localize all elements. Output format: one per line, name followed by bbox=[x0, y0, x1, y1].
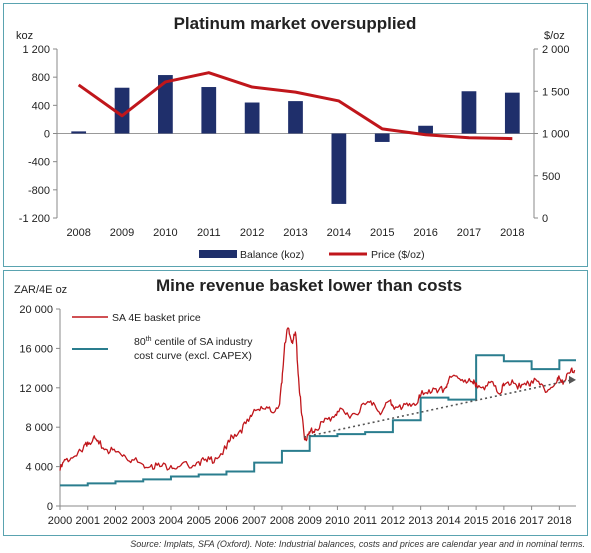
balance-bar bbox=[201, 87, 217, 134]
balance-bar bbox=[504, 92, 520, 134]
x-tick-label: 2016 bbox=[492, 515, 516, 527]
balance-bar bbox=[461, 91, 477, 134]
left-axis-unit: koz bbox=[16, 30, 33, 42]
right-tick-label: 2 000 bbox=[542, 44, 570, 56]
legend-label-price: Price ($/oz) bbox=[371, 249, 425, 261]
y-axis-label: ZAR/4E oz bbox=[14, 284, 67, 296]
x-tick-label: 2004 bbox=[159, 515, 183, 527]
y-tick-label: 4 000 bbox=[25, 462, 53, 474]
x-tick-label: 2018 bbox=[547, 515, 571, 527]
legend: Balance (koz) Price ($/oz) bbox=[199, 249, 425, 261]
legend-label-cost-line1: 80th centile of SA industry bbox=[134, 336, 253, 348]
y-tick-label: 20 000 bbox=[19, 304, 53, 316]
legend-swatch-balance bbox=[199, 250, 237, 258]
left-tick-label: -800 bbox=[28, 185, 50, 197]
x-tick-label: 2010 bbox=[153, 227, 177, 239]
x-tick-label: 2017 bbox=[457, 227, 481, 239]
right-tick-label: 0 bbox=[542, 213, 548, 225]
left-tick-label: 800 bbox=[32, 72, 50, 84]
y-tick-label: 12 000 bbox=[19, 383, 53, 395]
x-tick-label: 2012 bbox=[381, 515, 405, 527]
left-tick-label: 1 200 bbox=[22, 44, 50, 56]
x-tick-label: 2002 bbox=[103, 515, 127, 527]
x-tick-label: 2018 bbox=[500, 227, 524, 239]
chart-title: Mine revenue basket lower than costs bbox=[156, 276, 462, 295]
legend-label-balance: Balance (koz) bbox=[240, 249, 304, 261]
right-tick-label: 500 bbox=[542, 171, 560, 183]
x-tick-label: 2012 bbox=[240, 227, 264, 239]
legend: SA 4E basket price 80th centile of SA in… bbox=[72, 312, 253, 362]
x-tick-label: 2006 bbox=[214, 515, 238, 527]
cost-curve-line bbox=[60, 354, 576, 487]
x-tick-label: 2001 bbox=[75, 515, 99, 527]
x-tick-label: 2003 bbox=[131, 515, 155, 527]
basket-price-line bbox=[59, 327, 576, 471]
chart-panel-platinum: Platinum market oversupplied koz $/oz 1 … bbox=[3, 3, 588, 267]
x-tick-label: 2013 bbox=[283, 227, 307, 239]
right-tick-label: 1 000 bbox=[542, 129, 570, 141]
balance-bar bbox=[114, 87, 130, 134]
x-tick-label: 2015 bbox=[370, 227, 394, 239]
legend-label-cost-line2: cost curve (excl. CAPEX) bbox=[134, 350, 252, 362]
basket-chart: Mine revenue basket lower than costs ZAR… bbox=[14, 276, 576, 527]
balance-bar bbox=[71, 131, 87, 134]
balance-bar bbox=[331, 133, 347, 204]
right-axis-unit: $/oz bbox=[544, 30, 565, 42]
x-tick-label: 2000 bbox=[48, 515, 72, 527]
x-tick-label: 2005 bbox=[186, 515, 210, 527]
x-tick-label: 2017 bbox=[519, 515, 543, 527]
x-tick-label: 2009 bbox=[110, 227, 134, 239]
platinum-chart: Platinum market oversupplied koz $/oz 1 … bbox=[16, 14, 570, 261]
x-tick-label: 2015 bbox=[464, 515, 488, 527]
x-tick-label: 2016 bbox=[413, 227, 437, 239]
left-tick-label: -400 bbox=[28, 157, 50, 169]
y-tick-label: 8 000 bbox=[25, 422, 53, 434]
y-tick-label: 16 000 bbox=[19, 343, 53, 355]
left-tick-label: 0 bbox=[44, 129, 50, 141]
balance-bar bbox=[374, 133, 390, 142]
balance-bar bbox=[288, 101, 303, 134]
source-note: Source: Implats, SFA (Oxford). Note: Ind… bbox=[130, 539, 585, 549]
y-tick-label: 0 bbox=[47, 501, 53, 513]
legend-label-basket: SA 4E basket price bbox=[112, 312, 201, 324]
right-tick-label: 1 500 bbox=[542, 86, 570, 98]
balance-bar bbox=[418, 125, 433, 134]
trend-dotted-line bbox=[303, 379, 573, 438]
x-tick-label: 2011 bbox=[197, 227, 221, 239]
x-tick-label: 2014 bbox=[327, 227, 351, 239]
x-tick-label: 2008 bbox=[66, 227, 90, 239]
chart-panel-basket: Mine revenue basket lower than costs ZAR… bbox=[3, 270, 588, 536]
left-tick-label: -1 200 bbox=[19, 213, 50, 225]
x-tick-label: 2009 bbox=[297, 515, 321, 527]
balance-bar bbox=[244, 102, 260, 134]
x-tick-label: 2013 bbox=[408, 515, 432, 527]
balance-bar bbox=[158, 75, 173, 134]
chart-title: Platinum market oversupplied bbox=[174, 14, 417, 33]
x-tick-label: 2007 bbox=[242, 515, 266, 527]
x-tick-label: 2011 bbox=[353, 515, 377, 527]
x-tick-label: 2014 bbox=[436, 515, 460, 527]
trend-arrowhead bbox=[569, 375, 576, 384]
x-tick-label: 2008 bbox=[270, 515, 294, 527]
left-tick-label: 400 bbox=[32, 100, 50, 112]
x-tick-label: 2010 bbox=[325, 515, 349, 527]
